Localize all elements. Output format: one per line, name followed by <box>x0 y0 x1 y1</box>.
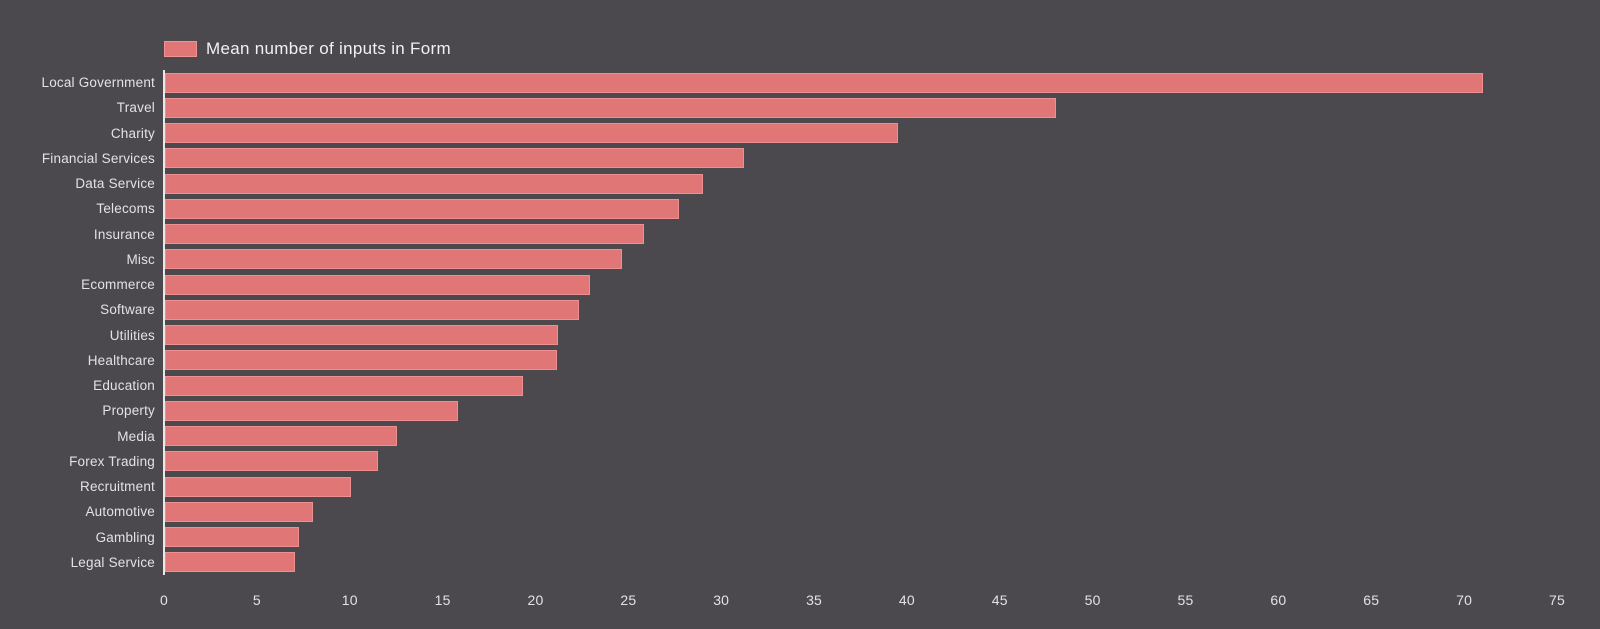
legend-swatch-icon <box>164 41 197 57</box>
x-tick-label: 65 <box>1363 592 1380 608</box>
bar <box>165 552 295 573</box>
bar-row: Charity <box>111 121 1557 146</box>
bar <box>165 274 591 295</box>
bar-row: Ecommerce <box>81 272 1557 297</box>
x-tick-label: 55 <box>1177 592 1194 608</box>
bar-row: Healthcare <box>88 348 1557 373</box>
category-label: Insurance <box>93 226 155 242</box>
x-tick-label: 40 <box>898 592 915 608</box>
bar-row: Data Service <box>75 171 1557 196</box>
category-label: Data Service <box>75 176 155 191</box>
bar <box>165 249 622 270</box>
category-label: Legal Service <box>70 554 155 570</box>
x-tick-label: 75 <box>1549 592 1565 608</box>
bar-row: Automotive <box>85 499 1557 524</box>
bar-row: Insurance <box>94 222 1557 247</box>
bar <box>165 476 351 497</box>
bar-row: Recruitment <box>80 474 1557 499</box>
category-label: Ecommerce <box>81 277 155 292</box>
bar <box>165 173 704 194</box>
x-tick-label: 5 <box>252 592 261 608</box>
bar <box>165 400 459 421</box>
bar <box>165 72 1483 93</box>
x-tick-label: 45 <box>991 592 1008 608</box>
bar <box>165 527 299 547</box>
bar-row: Property <box>102 398 1557 423</box>
category-label: Utilities <box>109 327 155 343</box>
bar-row: Misc <box>126 247 1557 272</box>
category-label: Media <box>117 428 155 444</box>
x-tick-label: 20 <box>527 592 544 608</box>
x-tick-label: 30 <box>713 592 730 608</box>
bar-row: Telecoms <box>96 196 1557 221</box>
bar <box>165 451 379 472</box>
category-label: Software <box>100 302 155 318</box>
bar-row: Software <box>100 297 1557 322</box>
bar-row: Financial Services <box>42 146 1557 171</box>
category-label: Local Government <box>41 75 155 90</box>
bar-row: Legal Service <box>71 550 1557 575</box>
bar <box>165 299 579 320</box>
x-tick-label: 35 <box>806 592 823 608</box>
x-tick-label: 70 <box>1456 592 1473 608</box>
x-tick-label: 50 <box>1084 592 1101 608</box>
category-label: Recruitment <box>80 479 155 494</box>
bar <box>165 426 397 446</box>
bar <box>165 224 644 244</box>
category-label: Education <box>93 378 155 393</box>
bar <box>165 123 899 143</box>
category-label: Gambling <box>95 529 155 545</box>
legend-label: Mean number of inputs in Form <box>206 39 451 58</box>
x-tick-label: 60 <box>1270 592 1287 608</box>
category-label: Forex Trading <box>69 453 155 469</box>
x-axis: 0 5 10 15 20 25 30 35 40 45 50 55 60 65 70 75 <box>160 592 1565 612</box>
category-label: Financial Services <box>41 150 155 166</box>
category-label: Automotive <box>85 504 155 520</box>
bar <box>165 350 557 371</box>
bar-row: Travel <box>117 95 1557 120</box>
bar-row: Local Government <box>41 70 1557 95</box>
legend[interactable]: Mean number of inputs in Form <box>164 39 451 59</box>
bar <box>165 501 314 522</box>
x-tick-label: 25 <box>620 592 637 608</box>
bar-row: Gambling <box>96 525 1557 550</box>
bar-row: Forex Trading <box>69 449 1557 474</box>
x-tick-label: 0 <box>160 592 168 608</box>
category-label: Telecoms <box>96 201 155 217</box>
bar <box>165 375 524 396</box>
plot-area: Local Government Travel Charity Financial S… <box>41 70 1557 575</box>
category-label: Healthcare <box>87 352 155 368</box>
x-tick-label: 10 <box>341 592 358 608</box>
bar <box>165 148 745 169</box>
category-label: Property <box>102 403 155 419</box>
bar-row: Utilities <box>110 323 1557 348</box>
bar <box>165 325 559 345</box>
category-label: Misc <box>126 251 155 267</box>
category-label: Charity <box>110 125 155 141</box>
bar-row: Education <box>93 373 1557 398</box>
bar <box>165 97 1056 118</box>
x-tick-label: 15 <box>434 592 451 608</box>
bar-row: Media <box>117 424 1557 449</box>
category-label: Travel <box>116 100 155 116</box>
bar <box>165 198 680 219</box>
